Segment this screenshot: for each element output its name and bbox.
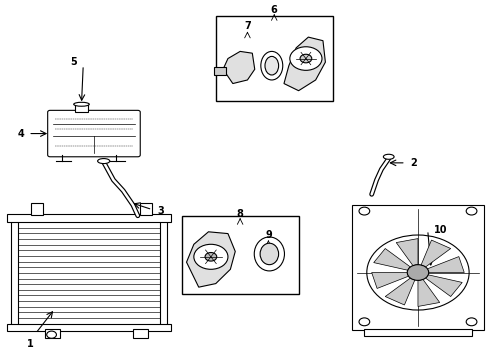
Text: 10: 10 (434, 225, 447, 235)
Text: 3: 3 (157, 206, 164, 216)
Circle shape (466, 207, 477, 215)
Bar (133, 329, 147, 338)
Bar (7, 214, 171, 222)
Polygon shape (187, 232, 235, 287)
FancyBboxPatch shape (48, 111, 140, 157)
Text: 6: 6 (271, 5, 278, 15)
Circle shape (300, 54, 312, 63)
Circle shape (359, 207, 370, 215)
Circle shape (359, 318, 370, 326)
Bar (7, 324, 171, 331)
Circle shape (205, 252, 217, 261)
Circle shape (290, 47, 322, 70)
Polygon shape (425, 275, 462, 297)
Ellipse shape (265, 57, 279, 75)
Text: 4: 4 (18, 129, 24, 139)
Polygon shape (396, 239, 418, 266)
Bar (365, 329, 471, 337)
Circle shape (47, 331, 56, 338)
Polygon shape (223, 51, 255, 84)
Bar (30, 203, 43, 215)
Polygon shape (427, 257, 464, 273)
Bar (182, 216, 298, 294)
Circle shape (194, 244, 228, 269)
Ellipse shape (74, 102, 89, 106)
Ellipse shape (383, 154, 394, 159)
Bar (45, 329, 60, 338)
Circle shape (367, 235, 469, 310)
Polygon shape (418, 279, 440, 306)
Polygon shape (421, 240, 451, 267)
Bar (216, 16, 333, 102)
Polygon shape (374, 248, 411, 270)
Ellipse shape (261, 51, 283, 80)
Text: 1: 1 (27, 339, 34, 349)
Bar (74, 104, 88, 112)
Bar (140, 203, 152, 215)
Polygon shape (372, 273, 409, 288)
Ellipse shape (260, 243, 279, 265)
Text: 5: 5 (70, 57, 77, 67)
Polygon shape (385, 278, 415, 305)
Text: 7: 7 (244, 21, 251, 31)
Text: 2: 2 (411, 158, 417, 168)
Ellipse shape (98, 158, 110, 163)
Text: 8: 8 (237, 209, 244, 219)
Text: 9: 9 (265, 230, 272, 240)
Circle shape (466, 318, 477, 326)
Circle shape (407, 265, 429, 280)
Polygon shape (284, 37, 325, 91)
Bar (11, 216, 19, 330)
Bar (214, 67, 225, 75)
Bar (352, 205, 484, 330)
Ellipse shape (254, 237, 285, 271)
Bar (160, 216, 167, 330)
